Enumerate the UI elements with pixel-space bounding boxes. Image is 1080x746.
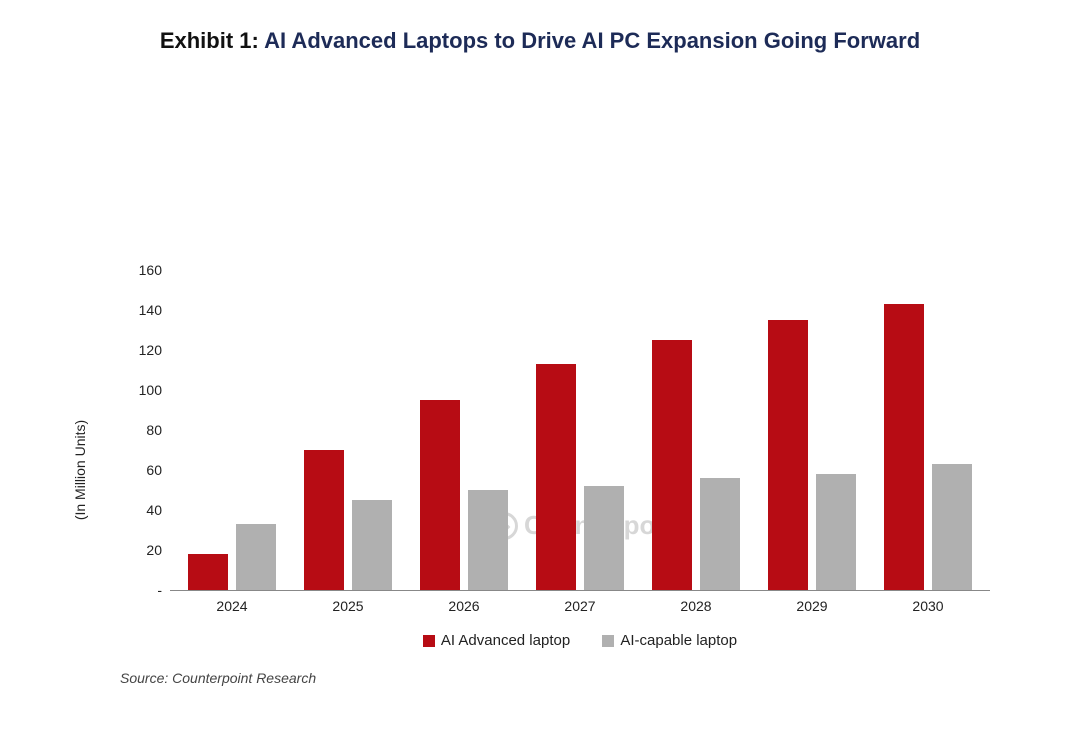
legend: AI Advanced laptop AI-capable laptop: [170, 632, 990, 651]
x-tick-label: 2028: [680, 598, 711, 614]
exhibit-container: Exhibit 1: AI Advanced Laptops to Drive …: [0, 0, 1080, 746]
x-tick-label: 2026: [448, 598, 479, 614]
legend-swatch-icon: [423, 635, 435, 647]
bar-group: 2025: [304, 270, 392, 590]
exhibit-title: Exhibit 1: AI Advanced Laptops to Drive …: [0, 28, 1080, 54]
bar: [304, 450, 344, 590]
legend-swatch-icon: [602, 635, 614, 647]
chart: (In Million Units) Counterpoint -2040608…: [120, 270, 990, 670]
bar-group: 2027: [536, 270, 624, 590]
y-tick-label: 120: [139, 342, 170, 358]
x-tick-label: 2024: [216, 598, 247, 614]
bar-group: 2028: [652, 270, 740, 590]
bar-group: 2030: [884, 270, 972, 590]
x-tick-label: 2030: [912, 598, 943, 614]
bar: [188, 554, 228, 590]
bar: [584, 486, 624, 590]
bar: [932, 464, 972, 590]
bar: [816, 474, 856, 590]
y-tick-label: 40: [146, 502, 170, 518]
y-tick-label: 140: [139, 302, 170, 318]
bar: [700, 478, 740, 590]
bar: [768, 320, 808, 590]
source-note: Source: Counterpoint Research: [120, 670, 316, 686]
bar: [352, 500, 392, 590]
legend-label: AI Advanced laptop: [441, 632, 570, 649]
legend-item-ai-capable: AI-capable laptop: [602, 632, 737, 649]
bar: [884, 304, 924, 590]
bar-group: 2026: [420, 270, 508, 590]
x-tick-label: 2025: [332, 598, 363, 614]
legend-item-ai-advanced: AI Advanced laptop: [423, 632, 570, 649]
title-main: AI Advanced Laptops to Drive AI PC Expan…: [264, 28, 920, 53]
bar: [236, 524, 276, 590]
bar-group: 2024: [188, 270, 276, 590]
y-tick-label: 60: [146, 462, 170, 478]
bar-group: 2029: [768, 270, 856, 590]
y-tick-label: -: [157, 582, 170, 598]
plot-area: Counterpoint -20406080100120140160202420…: [170, 270, 990, 591]
y-axis-label: (In Million Units): [72, 420, 88, 520]
y-tick-label: 20: [146, 542, 170, 558]
title-prefix: Exhibit 1:: [160, 28, 264, 53]
y-tick-label: 100: [139, 382, 170, 398]
y-tick-label: 80: [146, 422, 170, 438]
bar: [420, 400, 460, 590]
bar: [536, 364, 576, 590]
bar: [652, 340, 692, 590]
x-tick-label: 2029: [796, 598, 827, 614]
bar: [468, 490, 508, 590]
y-tick-label: 160: [139, 262, 170, 278]
legend-label: AI-capable laptop: [620, 632, 737, 649]
x-tick-label: 2027: [564, 598, 595, 614]
